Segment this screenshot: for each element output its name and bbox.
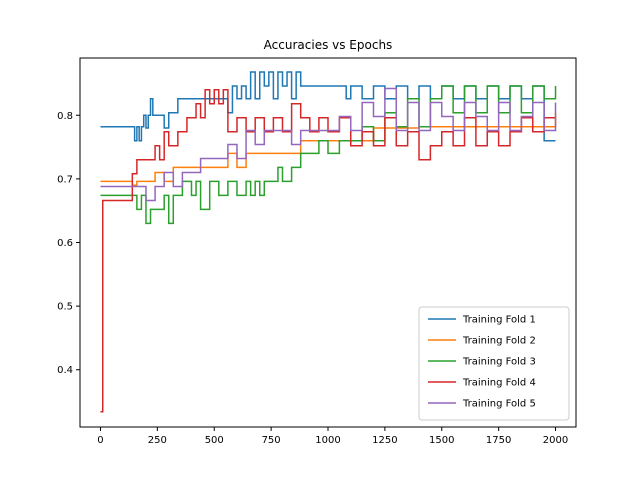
x-tick-label: 1750 [486,435,511,446]
y-axis: 0.4 0.5 0.6 0.7 0.8 [57,111,80,376]
series-line-fold-3 [100,85,557,225]
y-tick-label: 0.6 [57,238,73,249]
legend-label-fold-3: Training Fold 3 [462,357,536,368]
y-tick-label: 0.4 [57,365,73,376]
x-tick-label: 250 [148,435,167,446]
series-line-fold-4 [100,89,556,413]
y-tick-label: 0.8 [57,111,73,122]
x-tick-label: 1250 [372,435,397,446]
x-tick-label: 2000 [543,435,568,446]
x-axis: 0 250 500 750 1000 1250 1500 1750 2000 [97,427,568,446]
series-layer [100,71,557,413]
x-tick-label: 0 [97,435,103,446]
legend: Training Fold 1 Training Fold 2 Training F… [418,306,570,421]
chart-title: Accuracies vs Epochs [264,38,393,52]
legend-label-fold-5: Training Fold 5 [462,399,536,410]
x-tick-label: 1500 [429,435,454,446]
series-line-fold-5 [100,87,557,202]
x-tick-label: 500 [205,435,224,446]
y-tick-label: 0.7 [57,174,73,185]
x-tick-label: 1000 [315,435,340,446]
x-tick-label: 750 [262,435,281,446]
legend-label-fold-1: Training Fold 1 [462,315,536,326]
legend-label-fold-4: Training Fold 4 [462,378,536,389]
legend-label-fold-2: Training Fold 2 [462,336,536,347]
legend-box [418,306,570,421]
y-tick-label: 0.5 [57,302,73,313]
